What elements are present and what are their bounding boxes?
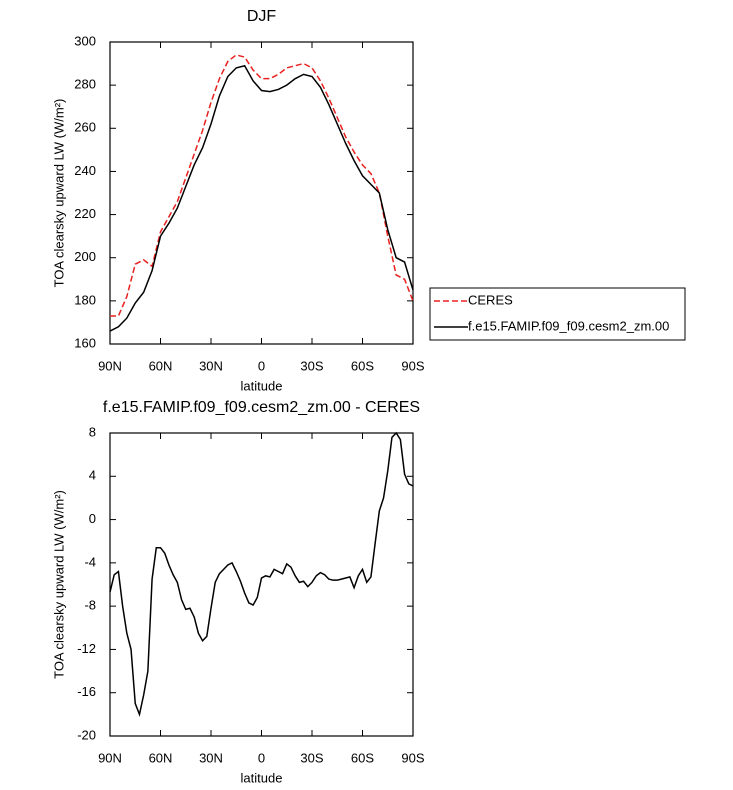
- x-tick-label: 90S: [401, 750, 424, 765]
- y-tick-label: 220: [74, 206, 96, 221]
- y-tick-label: 4: [89, 468, 96, 483]
- y-tick-label: 0: [89, 511, 96, 526]
- x-axis-label: latitude: [241, 770, 283, 785]
- x-tick-label: 90N: [98, 358, 122, 373]
- series-line: [109, 64, 414, 332]
- plot-frame: [109, 41, 414, 345]
- y-tick-label: -12: [77, 641, 96, 656]
- x-tick-label: 0: [258, 750, 265, 765]
- x-tick-label: 90S: [401, 358, 424, 373]
- y-tick-label: -16: [77, 684, 96, 699]
- y-tick-label: 180: [74, 292, 96, 307]
- y-tick-label: 240: [74, 163, 96, 178]
- y-tick-label: 280: [74, 77, 96, 92]
- y-tick-label: 300: [74, 33, 96, 48]
- y-tick-label: 260: [74, 120, 96, 135]
- legend-box: [429, 287, 686, 341]
- x-tick-label: 30S: [300, 750, 323, 765]
- legend-label: f.e15.FAMIP.f09_f09.cesm2_zm.00: [468, 318, 669, 333]
- chart-title: DJF: [247, 8, 277, 25]
- x-tick-label: 90N: [98, 750, 122, 765]
- y-tick-label: -8: [84, 598, 96, 613]
- y-tick-label: 160: [74, 335, 96, 350]
- x-tick-label: 60N: [149, 750, 173, 765]
- y-tick-label: 200: [74, 249, 96, 264]
- x-tick-label: 30S: [300, 358, 323, 373]
- y-tick-label: -20: [77, 727, 96, 742]
- y-tick-label: -4: [84, 554, 96, 569]
- series-line: [110, 54, 414, 317]
- x-tick-label: 60N: [149, 358, 173, 373]
- x-tick-label: 0: [258, 358, 265, 373]
- x-tick-label: 60S: [351, 358, 374, 373]
- y-axis-label: TOA clearsky upward LW (W/m²): [51, 99, 66, 288]
- x-axis-label: latitude: [241, 378, 283, 393]
- x-tick-label: 30N: [199, 358, 223, 373]
- y-tick-label: 8: [89, 424, 96, 439]
- legend-label: CERES: [468, 292, 513, 307]
- plot-frame: [109, 432, 414, 737]
- chart-title: f.e15.FAMIP.f09_f09.cesm2_zm.00 - CERES: [103, 399, 420, 416]
- x-tick-label: 60S: [351, 750, 374, 765]
- y-axis-label: TOA clearsky upward LW (W/m²): [51, 490, 66, 679]
- series-line: [109, 431, 414, 717]
- x-tick-label: 30N: [199, 750, 223, 765]
